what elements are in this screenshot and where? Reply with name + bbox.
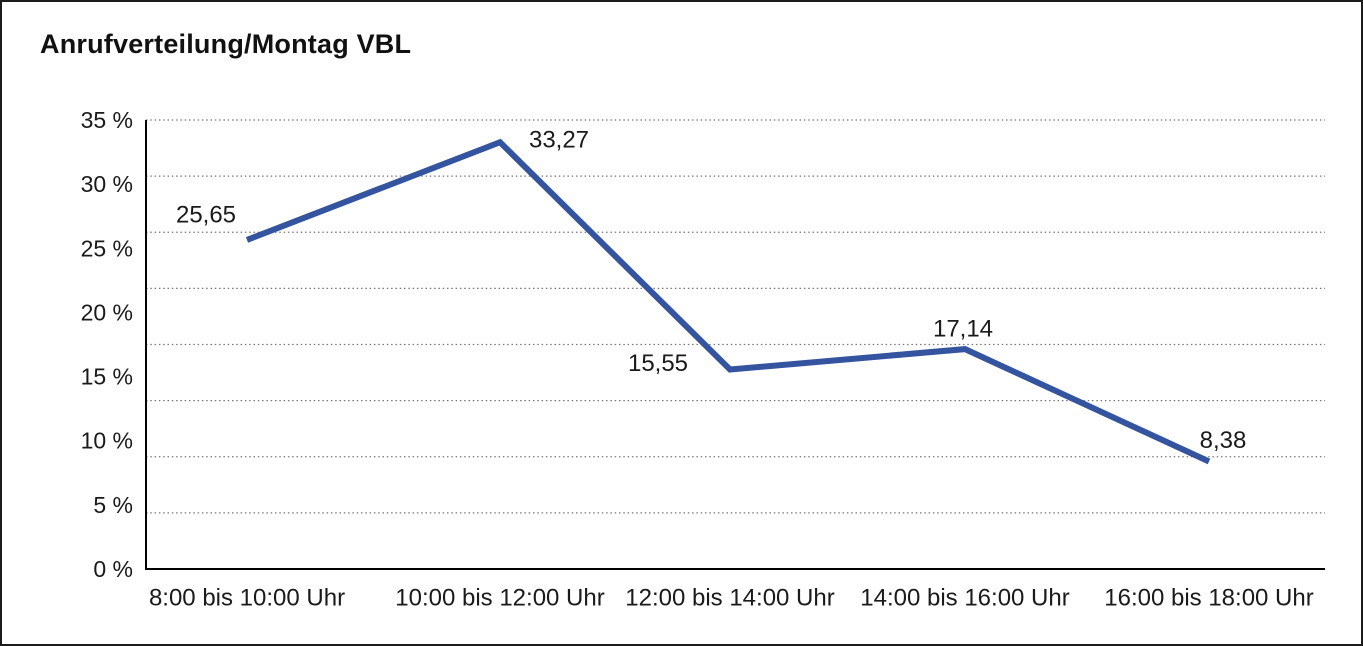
y-tick-label: 15 % bbox=[81, 364, 133, 390]
point-value-label: 33,27 bbox=[529, 127, 589, 154]
point-value-label: 25,65 bbox=[176, 201, 236, 228]
y-tick-label: 35 % bbox=[81, 107, 133, 133]
series-line bbox=[245, 138, 1211, 465]
data-line bbox=[245, 138, 1211, 465]
y-tick-label: 5 % bbox=[93, 492, 133, 518]
point-value-label: 17,14 bbox=[933, 316, 993, 343]
y-tick-label: 25 % bbox=[81, 235, 133, 261]
x-axis-category-labels: 8:00 bis 10:00 Uhr 10:00 bis 12:00 Uhr 12:… bbox=[149, 585, 1314, 612]
x-category-label: 8:00 bis 10:00 Uhr bbox=[149, 585, 345, 612]
gridlines bbox=[146, 119, 1325, 514]
point-value-label: 8,38 bbox=[1200, 427, 1247, 454]
x-category-label: 10:00 bis 12:00 Uhr bbox=[395, 585, 604, 612]
y-axis-tick-labels: 35 % 30 % 25 % 20 % 15 % 10 % 5 % 0 % bbox=[81, 107, 133, 582]
x-category-label: 12:00 bis 14:00 Uhr bbox=[625, 585, 834, 612]
point-value-label: 15,55 bbox=[628, 350, 688, 377]
y-tick-label: 10 % bbox=[81, 428, 133, 454]
y-tick-label: 0 % bbox=[93, 556, 133, 582]
chart-title: Anrufverteilung/Montag VBL bbox=[40, 29, 412, 59]
x-category-label: 14:00 bis 16:00 Uhr bbox=[860, 585, 1069, 612]
y-tick-label: 30 % bbox=[81, 171, 133, 197]
x-category-label: 16:00 bis 18:00 Uhr bbox=[1104, 585, 1313, 612]
axes bbox=[145, 120, 1325, 570]
y-tick-label: 20 % bbox=[81, 299, 133, 325]
point-value-labels: 25,65 33,27 15,55 17,14 8,38 bbox=[176, 127, 1246, 454]
